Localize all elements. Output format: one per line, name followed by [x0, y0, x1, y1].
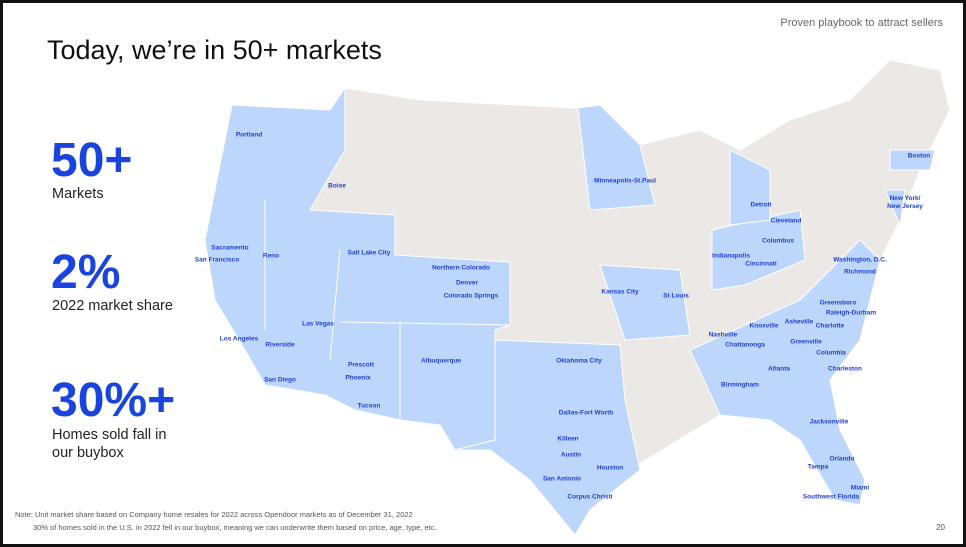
- stat-label: 2022 market share: [52, 298, 173, 314]
- city-label: Columbus: [762, 237, 794, 245]
- region-new-jersey: [884, 189, 906, 227]
- region-minnesota: [577, 104, 656, 211]
- city-label: San Francisco: [194, 256, 240, 264]
- city-label: Las Vegas: [302, 320, 334, 328]
- city-label: Cleveland: [770, 217, 802, 225]
- city-label: Oklahoma City: [556, 357, 602, 365]
- city-label: Nashville: [708, 331, 738, 339]
- stat-value: 50+: [51, 134, 133, 187]
- stat-label: Markets: [52, 186, 104, 202]
- city-label: Killeen: [557, 435, 579, 443]
- slide: Today, we’re in 50+ markets Proven playb…: [3, 3, 963, 544]
- state-line: [339, 321, 511, 326]
- footnote: Note: Unit market share based on Company…: [15, 510, 413, 519]
- city-label: Corpus Christi: [567, 493, 613, 501]
- city-label: Austin: [560, 451, 582, 459]
- city-label: Houston: [596, 464, 624, 472]
- city-label: Asheville: [784, 318, 814, 326]
- city-label: Boise: [328, 182, 346, 190]
- state-line: [329, 249, 341, 361]
- city-label: San Diego: [264, 376, 296, 384]
- city-label: St Louis: [663, 292, 689, 300]
- region-midwest: [711, 209, 806, 291]
- city-label: Birmingham: [721, 381, 759, 389]
- region-south-central: [454, 339, 641, 536]
- city-label: Portland: [235, 131, 263, 139]
- city-label: San Antonio: [542, 475, 582, 483]
- city-label: Washington, D.C.: [833, 256, 887, 264]
- city-label: Salt Lake City: [347, 249, 391, 257]
- city-label: Raleigh-Durham: [825, 309, 877, 317]
- city-label: Riverside: [265, 341, 295, 349]
- city-label: Greenville: [790, 338, 822, 346]
- city-label: Prescott: [347, 361, 375, 369]
- city-label: New York/ New Jersey: [887, 195, 923, 210]
- city-label: Chattanooga: [725, 341, 765, 349]
- city-label: Boston: [907, 152, 931, 160]
- city-label: Miami: [850, 484, 870, 492]
- city-label: Charlotte: [815, 322, 845, 330]
- city-label: Orlando: [829, 455, 855, 463]
- city-label: Richmond: [844, 268, 876, 276]
- map-shapes: [204, 59, 951, 536]
- city-label: Charleston: [828, 365, 862, 373]
- region-southeast: [689, 239, 881, 506]
- city-label: Kansas City: [601, 288, 639, 296]
- city-label: Los Angeles: [219, 335, 259, 343]
- stat-value: 30%+: [51, 374, 176, 427]
- city-label: Minneapolis-St.Paul: [594, 177, 656, 185]
- stat-value: 2%: [51, 246, 121, 299]
- page-number: 20: [936, 523, 945, 532]
- city-label: Tucson: [357, 402, 381, 410]
- tagline: Proven playbook to attract sellers: [780, 17, 943, 29]
- region-missouri: [599, 264, 691, 341]
- city-label: Knoxville: [749, 322, 779, 330]
- city-label: Denver: [455, 279, 479, 287]
- slide-title: Today, we’re in 50+ markets: [47, 35, 382, 65]
- us-map: [204, 59, 951, 536]
- city-label: Tampa: [807, 463, 829, 471]
- stat-label: Homes sold fall in our buybox: [52, 427, 167, 461]
- city-label: Cincinnati: [745, 260, 777, 268]
- city-label: Columbia: [816, 349, 846, 357]
- city-label: Atlanta: [767, 365, 791, 373]
- city-label: Phoenix: [345, 374, 371, 382]
- city-label: Albuquerque: [420, 357, 462, 365]
- city-label: Northern Colorado: [432, 264, 490, 272]
- footnote: 30% of homes sold in the U.S. in 2022 fe…: [33, 523, 437, 532]
- city-label: Colorado Springs: [443, 292, 499, 300]
- city-label: Dallas-Fort Worth: [558, 409, 614, 417]
- region-boston: [889, 149, 936, 171]
- city-label: Reno: [262, 252, 280, 260]
- city-label: Indianapolis: [712, 252, 750, 260]
- city-label: Sacramento: [211, 244, 249, 252]
- city-label: Southwest Florida: [802, 493, 860, 501]
- region-michigan: [729, 149, 771, 226]
- city-label: Detroit: [750, 201, 772, 209]
- city-label: Jacksonville: [809, 418, 849, 426]
- city-label: Greensboro: [819, 299, 857, 307]
